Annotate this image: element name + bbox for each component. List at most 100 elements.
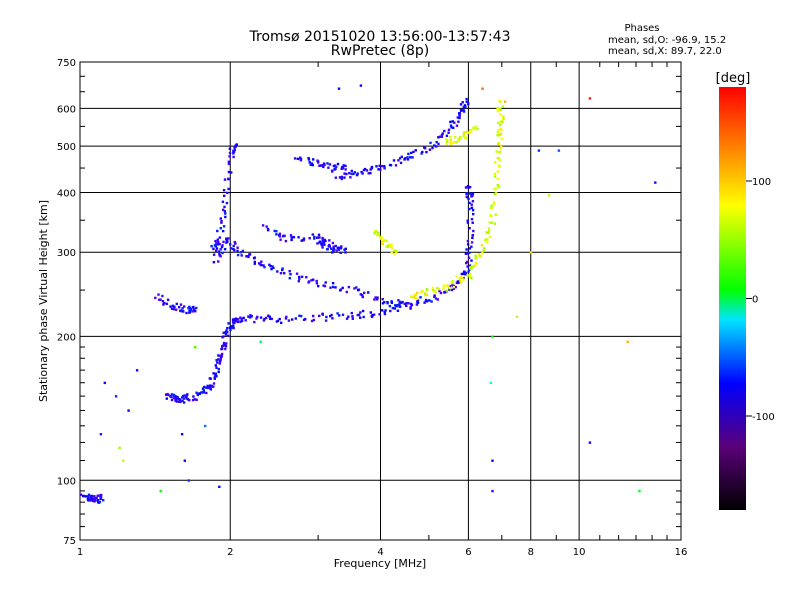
data-point — [86, 498, 90, 501]
data-point — [302, 318, 306, 321]
data-point — [401, 300, 404, 304]
data-point — [458, 114, 461, 118]
data-point — [221, 251, 224, 255]
data-point — [222, 341, 226, 345]
data-point — [165, 393, 168, 396]
data-point — [215, 375, 218, 378]
data-point — [210, 245, 213, 248]
data-point — [466, 239, 470, 243]
data-point — [380, 164, 384, 168]
data-point — [178, 306, 181, 309]
data-point — [468, 264, 472, 267]
data-point — [298, 275, 301, 279]
data-point — [209, 377, 212, 380]
data-point — [328, 163, 332, 166]
data-point — [222, 208, 225, 211]
data-point — [547, 194, 551, 197]
data-point — [267, 314, 270, 317]
data-point — [467, 270, 470, 273]
data-point — [449, 142, 452, 146]
data-point — [495, 150, 498, 153]
data-point — [379, 168, 382, 171]
data-point — [388, 304, 392, 308]
data-point — [496, 156, 500, 160]
data-point — [332, 247, 336, 251]
data-point — [497, 142, 500, 145]
data-point — [437, 136, 440, 139]
data-point — [409, 295, 413, 298]
data-point — [247, 315, 250, 318]
data-point — [445, 134, 449, 137]
data-point — [284, 317, 288, 320]
data-point — [225, 329, 228, 332]
data-point — [228, 326, 232, 329]
data-point — [491, 489, 494, 493]
data-point — [465, 100, 468, 103]
data-point — [462, 132, 466, 135]
data-point — [429, 141, 432, 145]
data-point — [383, 301, 386, 304]
data-point — [473, 127, 477, 131]
data-point — [470, 241, 474, 244]
data-point — [440, 135, 444, 138]
data-point — [502, 117, 505, 120]
data-point — [434, 297, 438, 300]
x-tick-label: 4 — [377, 547, 383, 558]
data-point — [447, 131, 450, 134]
data-point — [91, 499, 94, 503]
data-point — [465, 97, 468, 101]
data-point — [232, 247, 235, 251]
data-point — [241, 249, 245, 253]
data-point — [338, 314, 341, 317]
data-point — [474, 125, 477, 128]
data-point — [217, 241, 220, 244]
data-point — [205, 391, 208, 395]
x-tick-label: 8 — [528, 547, 534, 558]
data-point — [362, 315, 365, 319]
data-point — [331, 170, 334, 173]
data-point — [334, 176, 337, 179]
data-point — [90, 494, 94, 498]
data-point — [367, 172, 370, 175]
data-point — [342, 164, 345, 167]
data-point — [483, 247, 486, 250]
data-point — [219, 358, 222, 361]
data-point — [300, 314, 303, 318]
data-point — [425, 293, 428, 296]
data-point — [232, 152, 235, 155]
data-points — [80, 84, 657, 504]
data-point — [186, 393, 189, 396]
data-point — [224, 345, 228, 348]
data-point — [369, 311, 372, 314]
data-point — [317, 233, 321, 236]
data-point — [249, 314, 252, 317]
data-point — [329, 314, 332, 318]
data-point — [272, 266, 275, 270]
data-point — [379, 237, 383, 241]
data-point — [467, 197, 470, 201]
data-point — [173, 305, 176, 308]
data-point — [349, 176, 352, 179]
data-point — [255, 317, 258, 320]
data-point — [327, 166, 330, 169]
data-point — [588, 97, 592, 100]
data-point — [471, 265, 474, 269]
data-point — [290, 238, 293, 242]
data-point — [465, 130, 469, 134]
data-point — [471, 221, 474, 224]
data-point — [470, 276, 473, 280]
data-point — [471, 194, 474, 197]
data-point — [315, 279, 318, 283]
data-point — [337, 248, 340, 251]
data-point — [466, 265, 469, 268]
data-point — [439, 135, 442, 138]
data-point — [485, 231, 488, 234]
data-point — [455, 275, 458, 278]
data-point — [468, 251, 471, 254]
data-point — [464, 252, 468, 255]
data-point — [175, 397, 178, 400]
data-point — [496, 107, 499, 110]
data-point — [413, 296, 417, 300]
data-point — [102, 499, 105, 502]
data-point — [437, 287, 440, 291]
